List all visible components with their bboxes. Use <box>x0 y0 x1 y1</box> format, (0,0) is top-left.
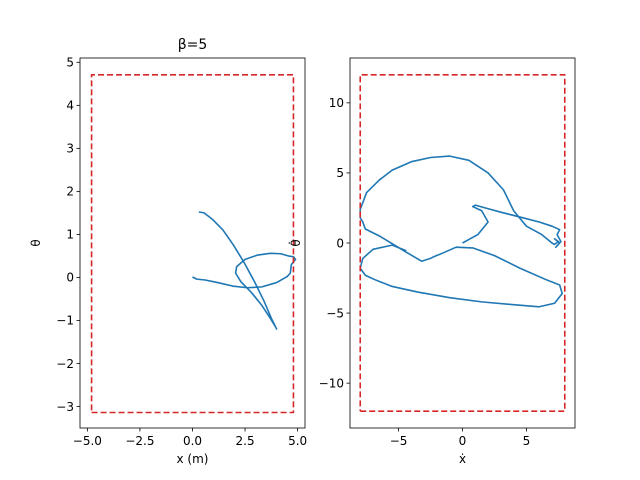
y-tick-label: −10 <box>319 376 344 390</box>
x-tick-label: −5.0 <box>73 434 102 448</box>
chart-title: β=5 <box>178 37 208 53</box>
trajectory-line <box>359 155 564 308</box>
y-tick-label: −5 <box>326 306 344 320</box>
boundary-rectangle <box>90 73 295 414</box>
x-tick-label: 5.0 <box>288 434 307 448</box>
x-tick-label: −2.5 <box>125 434 154 448</box>
y-tick-label: 1 <box>66 228 74 242</box>
left-plot-theta-vs-x: −5.0 −2.5 0.0 2.5 5.0 −3 −2 −1 0 1 2 3 4 5 x (m) θ β=5 <box>29 37 307 466</box>
x-tick-label: −5 <box>390 434 408 448</box>
x-tick-label: 0 <box>459 434 467 448</box>
y-tick-label: 10 <box>329 96 344 110</box>
x-tick-label: 5 <box>523 434 531 448</box>
y-tick-label: −2 <box>56 357 74 371</box>
y-tick-label: 3 <box>66 142 74 156</box>
right-plot-thetadot-vs-xdot: −5 0 5 −10 −5 0 5 10 ẋ θ̇ <box>288 57 576 466</box>
y-tick-label: 5 <box>66 56 74 70</box>
x-axis-label: ẋ <box>459 452 466 466</box>
y-tick-label: −1 <box>56 314 74 328</box>
trajectory-line <box>192 211 297 330</box>
y-tick-label: −3 <box>56 400 74 414</box>
y-tick-label: 0 <box>336 236 344 250</box>
boundary-rectangle <box>359 74 566 412</box>
y-axis-label: θ̇ <box>288 239 303 246</box>
y-tick-label: 2 <box>66 185 74 199</box>
y-axis-label: θ <box>29 239 43 246</box>
x-tick-label: 0.0 <box>183 434 202 448</box>
x-axis-label: x (m) <box>177 452 209 466</box>
y-tick-label: 5 <box>336 166 344 180</box>
y-tick-label: 0 <box>66 271 74 285</box>
x-tick-label: 2.5 <box>236 434 255 448</box>
axes-frame <box>79 57 306 429</box>
y-tick-label: 4 <box>66 99 74 113</box>
